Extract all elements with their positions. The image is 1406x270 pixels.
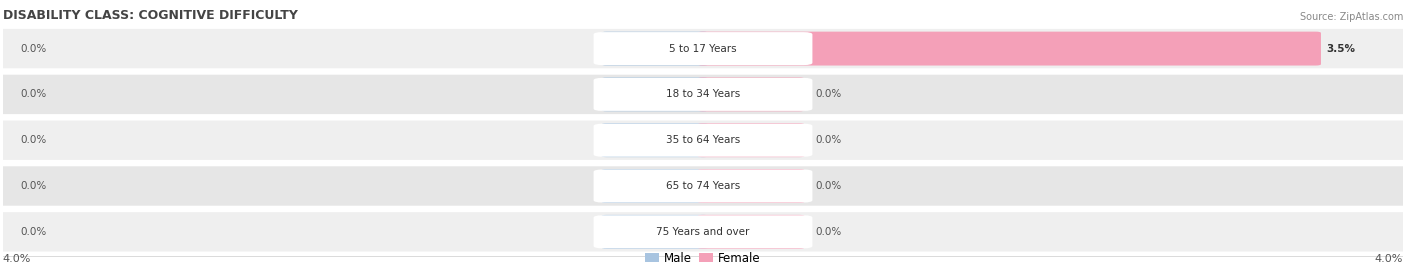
FancyBboxPatch shape <box>593 170 813 202</box>
Text: 0.0%: 0.0% <box>815 135 841 145</box>
FancyBboxPatch shape <box>593 32 813 65</box>
FancyBboxPatch shape <box>602 32 709 66</box>
Legend: Male, Female: Male, Female <box>641 247 765 269</box>
FancyBboxPatch shape <box>0 166 1406 206</box>
Text: 0.0%: 0.0% <box>815 181 841 191</box>
Text: 0.0%: 0.0% <box>20 135 46 145</box>
FancyBboxPatch shape <box>593 78 813 111</box>
FancyBboxPatch shape <box>593 215 813 248</box>
Text: 0.0%: 0.0% <box>20 89 46 99</box>
FancyBboxPatch shape <box>697 77 804 111</box>
FancyBboxPatch shape <box>0 75 1406 114</box>
Text: 0.0%: 0.0% <box>815 227 841 237</box>
Text: 35 to 64 Years: 35 to 64 Years <box>666 135 740 145</box>
FancyBboxPatch shape <box>697 123 804 157</box>
FancyBboxPatch shape <box>697 32 1322 66</box>
Text: 3.5%: 3.5% <box>1326 43 1355 53</box>
FancyBboxPatch shape <box>593 124 813 157</box>
FancyBboxPatch shape <box>602 77 709 111</box>
Text: 18 to 34 Years: 18 to 34 Years <box>666 89 740 99</box>
FancyBboxPatch shape <box>602 169 709 203</box>
FancyBboxPatch shape <box>697 169 804 203</box>
FancyBboxPatch shape <box>602 215 709 249</box>
Text: 0.0%: 0.0% <box>20 227 46 237</box>
Text: 4.0%: 4.0% <box>3 254 31 264</box>
Text: 4.0%: 4.0% <box>1375 254 1403 264</box>
FancyBboxPatch shape <box>0 212 1406 252</box>
FancyBboxPatch shape <box>697 215 804 249</box>
Text: 75 Years and over: 75 Years and over <box>657 227 749 237</box>
FancyBboxPatch shape <box>0 29 1406 68</box>
Text: DISABILITY CLASS: COGNITIVE DIFFICULTY: DISABILITY CLASS: COGNITIVE DIFFICULTY <box>3 9 298 22</box>
Text: 0.0%: 0.0% <box>20 43 46 53</box>
Text: 0.0%: 0.0% <box>20 181 46 191</box>
Text: 5 to 17 Years: 5 to 17 Years <box>669 43 737 53</box>
Text: 65 to 74 Years: 65 to 74 Years <box>666 181 740 191</box>
Text: 0.0%: 0.0% <box>815 89 841 99</box>
FancyBboxPatch shape <box>602 123 709 157</box>
FancyBboxPatch shape <box>0 120 1406 160</box>
Text: Source: ZipAtlas.com: Source: ZipAtlas.com <box>1301 12 1403 22</box>
